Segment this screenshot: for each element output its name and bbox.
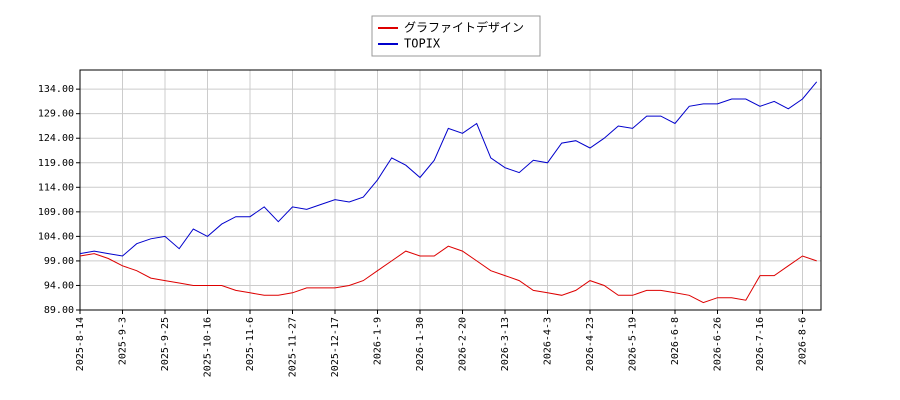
y-tick-label: 134.00 [38,84,74,95]
y-tick-label: 109.00 [38,207,74,218]
x-tick-label: 2026-5-19 [628,317,639,371]
y-tick-label: 129.00 [38,109,74,120]
x-tick-label: 2026-2-20 [458,317,469,371]
y-tick-label: 104.00 [38,231,74,242]
x-tick-label: 2025-10-16 [203,317,214,377]
x-tick-label: 2026-4-3 [543,317,554,365]
x-tick-label: 2025-9-25 [160,317,171,371]
x-tick-label: 2026-6-26 [713,317,724,371]
x-tick-label: 2026-8-6 [798,317,809,365]
y-tick-label: 114.00 [38,182,74,193]
y-tick-label: 94.00 [44,280,74,291]
x-tick-label: 2025-11-6 [245,317,256,371]
plot-frame [79,69,822,311]
legend-box [371,15,541,57]
x-tick-label: 2025-11-27 [288,317,299,377]
x-tick-label: 2026-6-8 [670,317,681,365]
x-tick-label: 2025-12-17 [330,317,341,377]
x-tick-label: 2026-1-9 [373,317,384,365]
x-tick-label: 2025-9-3 [118,317,129,365]
x-tick-label: 2026-7-16 [755,317,766,371]
line-series [79,81,818,257]
legend-label: TOPIX [404,37,441,51]
legend-label: グラファイトデザイン [404,20,524,35]
y-tick-label: 99.00 [44,256,74,267]
x-tick-label: 2026-3-13 [500,317,511,371]
y-tick-label: 89.00 [44,305,74,316]
x-tick-label: 2026-1-30 [415,317,426,371]
y-tick-label: 124.00 [38,133,74,144]
line-series [79,245,817,304]
x-tick-label: 2026-4-23 [585,317,596,371]
x-tick-label: 2025-8-14 [75,317,86,371]
y-tick-label: 119.00 [38,158,74,169]
